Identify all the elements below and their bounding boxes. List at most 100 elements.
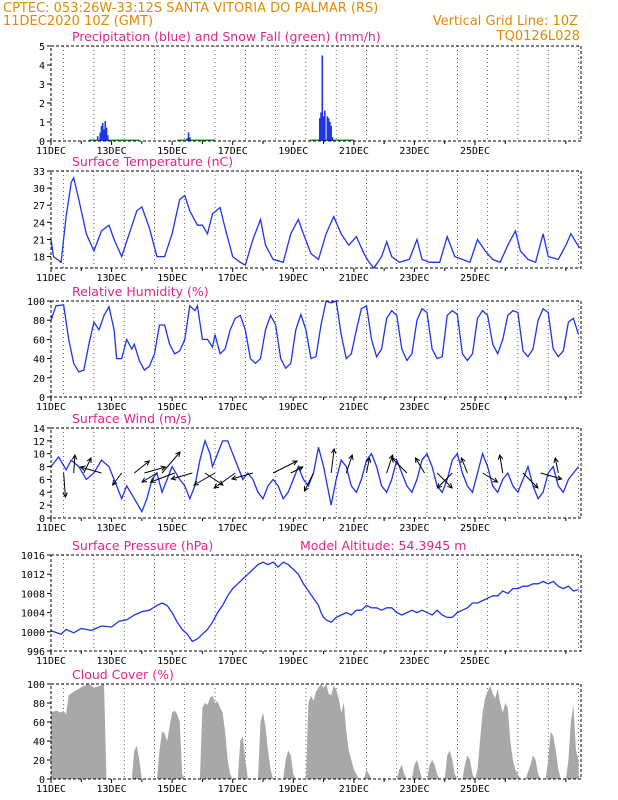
x-tick-label: 15DEC	[157, 273, 187, 284]
panel-4: 996 1000 1004 1008 1012 1016 11DEC 13DEC 15DEC 17…	[21, 538, 582, 667]
y-tick-label: 0	[39, 514, 45, 525]
precip-bar	[186, 138, 189, 141]
y-tick-label: 996	[27, 647, 45, 658]
wind-vector	[193, 472, 216, 486]
y-tick-label: 10	[33, 450, 45, 461]
panel-frame	[50, 170, 582, 269]
wind-vector-head	[348, 453, 354, 461]
x-tick-label: 21DEC	[339, 784, 369, 795]
wind-vector	[540, 472, 562, 480]
wind-vector	[83, 457, 92, 474]
wind-vector	[80, 466, 102, 474]
wind-vector	[365, 457, 370, 474]
x-tick-label: 13DEC	[97, 784, 127, 795]
wind-vector-head	[492, 477, 499, 483]
precip-bar	[327, 118, 330, 141]
x-tick-label: 11DEC	[36, 784, 66, 795]
header-location: CPTEC: 053:26W-33:12S SANTA VITORIA DO P…	[3, 1, 378, 16]
precip-bar	[329, 122, 331, 141]
precip-bar	[322, 116, 325, 141]
precip-bar	[320, 112, 322, 141]
y-tick-label: 40	[33, 355, 45, 366]
y-tick-label: 20	[33, 374, 45, 385]
x-tick-label: 15DEC	[157, 656, 187, 667]
panel-title: Surface Temperature (nC)	[72, 154, 233, 169]
precip-bar	[99, 132, 102, 141]
precip-bar	[106, 135, 109, 141]
panel-0: 0 1 2 3 4 5 11DEC 13DEC 15DEC 17DEC 19DEC 21DEC 23DE…	[36, 29, 582, 157]
x-tick-label: 23DEC	[399, 273, 429, 284]
cloud-cover-area	[51, 684, 579, 779]
y-tick-label: 1008	[21, 589, 45, 600]
precip-bar	[103, 129, 105, 141]
x-tick-label: 19DEC	[278, 656, 308, 667]
y-tick-label: 2	[39, 501, 45, 512]
wind-vector-head	[149, 477, 156, 484]
wind-vector	[554, 457, 559, 474]
panel-title: Cloud Cover (%)	[72, 667, 174, 682]
wind-vector	[460, 457, 468, 474]
wind-vector	[63, 472, 66, 498]
x-tick-label: 13DEC	[97, 273, 127, 284]
precip-bar	[101, 122, 104, 141]
x-tick-label: 11DEC	[36, 146, 66, 157]
header-date: 11DEC2020 10Z (GMT)	[3, 14, 153, 29]
x-tick-label: 21DEC	[339, 523, 369, 534]
y-tick-label: 14	[33, 424, 45, 435]
x-tick-label: 19DEC	[278, 402, 308, 413]
x-tick-label: 23DEC	[399, 146, 429, 157]
panel-2: 0 20 40 60 80 100 11DEC 13DEC 15DEC 17DEC 19DEC 21D…	[27, 284, 582, 413]
precip-bar	[318, 118, 321, 141]
precip-bar	[331, 137, 334, 141]
wind-vector	[272, 460, 298, 474]
precip-bar	[105, 127, 108, 141]
wind-vector	[522, 472, 539, 489]
x-tick-label: 23DEC	[399, 784, 429, 795]
x-tick-label: 23DEC	[399, 402, 429, 413]
y-tick-label: 1012	[21, 570, 45, 581]
y-tick-label: 3	[39, 80, 45, 91]
series-line	[50, 300, 580, 373]
y-tick-label: 20	[33, 756, 45, 767]
x-tick-label: 17DEC	[218, 523, 248, 534]
x-tick-label: 19DEC	[278, 146, 308, 157]
header-grid-note: Vertical Grid Line: 10Z	[433, 14, 578, 29]
x-tick-label: 21DEC	[339, 273, 369, 284]
y-tick-label: 2	[39, 99, 45, 110]
x-tick-label: 17DEC	[218, 656, 248, 667]
y-tick-label: 80	[33, 316, 45, 327]
wind-vector-head	[112, 479, 118, 486]
wind-vector-head	[71, 453, 78, 460]
wind-vector-head	[556, 475, 563, 481]
wind-vector-head	[230, 475, 237, 481]
precip-bar	[96, 136, 99, 141]
y-tick-label: 5	[39, 42, 45, 53]
x-tick-label: 13DEC	[97, 146, 127, 157]
y-tick-label: 4	[39, 488, 45, 499]
panel-frame	[50, 300, 582, 398]
x-tick-label: 13DEC	[97, 402, 127, 413]
wind-vector	[133, 460, 150, 474]
y-tick-label: 24	[33, 218, 45, 229]
precip-bar	[321, 55, 324, 141]
y-tick-label: 21	[33, 235, 45, 246]
precip-bar	[330, 125, 332, 141]
wind-vector-head	[175, 451, 181, 457]
wind-vector	[213, 472, 236, 489]
x-tick-label: 25DEC	[460, 402, 490, 413]
x-tick-label: 21DEC	[339, 146, 369, 157]
wind-vector-head	[79, 465, 86, 471]
wind-vector	[436, 472, 453, 489]
x-tick-label: 15DEC	[157, 523, 187, 534]
x-tick-label: 13DEC	[97, 656, 127, 667]
wind-vector	[161, 451, 181, 474]
precip-bar	[100, 125, 103, 141]
wind-vector-head	[141, 477, 148, 483]
wind-vector-head	[447, 483, 453, 489]
wind-vector-head	[553, 456, 559, 463]
y-tick-label: 8	[39, 463, 45, 474]
precip-bar	[324, 110, 326, 141]
y-tick-label: 0	[39, 775, 45, 786]
y-tick-label: 1016	[21, 551, 45, 562]
panel-frame	[50, 554, 582, 652]
